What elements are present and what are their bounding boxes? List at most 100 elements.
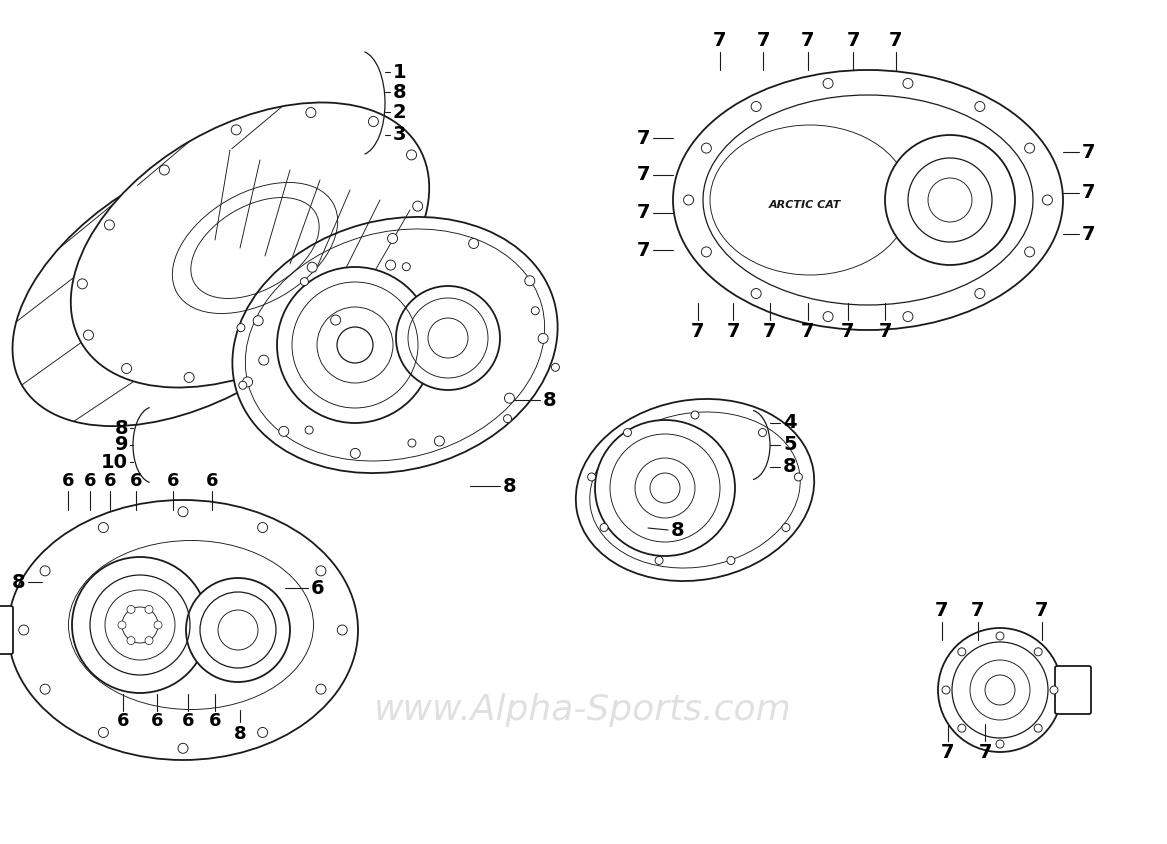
Ellipse shape	[673, 70, 1063, 330]
Text: 10: 10	[102, 452, 128, 472]
Circle shape	[600, 523, 608, 532]
Text: 7: 7	[978, 743, 992, 762]
Circle shape	[655, 556, 663, 565]
Circle shape	[127, 636, 135, 645]
Circle shape	[277, 267, 433, 423]
Circle shape	[942, 686, 950, 694]
Text: 7: 7	[1082, 225, 1096, 244]
Circle shape	[701, 247, 712, 257]
Circle shape	[408, 439, 415, 447]
Circle shape	[903, 78, 913, 89]
Circle shape	[145, 605, 153, 614]
Circle shape	[623, 429, 631, 436]
Text: 6: 6	[205, 472, 218, 490]
Text: 3: 3	[393, 126, 406, 144]
Circle shape	[531, 306, 539, 315]
Circle shape	[1034, 648, 1042, 656]
Circle shape	[1025, 247, 1035, 257]
Circle shape	[1042, 195, 1053, 205]
Text: 6: 6	[310, 578, 324, 598]
Circle shape	[184, 372, 194, 382]
Circle shape	[1034, 724, 1042, 733]
Circle shape	[40, 565, 50, 576]
Circle shape	[1025, 143, 1035, 153]
Circle shape	[259, 355, 268, 365]
Text: 8: 8	[114, 419, 128, 437]
Text: 7: 7	[802, 322, 815, 341]
Text: 8: 8	[783, 457, 797, 477]
Ellipse shape	[71, 102, 429, 387]
Text: 7: 7	[1082, 143, 1096, 161]
Circle shape	[525, 276, 534, 286]
Text: 7: 7	[636, 165, 650, 185]
Circle shape	[727, 556, 735, 565]
Circle shape	[552, 363, 559, 371]
Circle shape	[403, 262, 411, 271]
Circle shape	[970, 660, 1030, 720]
Text: 6: 6	[84, 472, 96, 490]
Circle shape	[179, 744, 188, 754]
Circle shape	[385, 260, 396, 270]
Circle shape	[337, 327, 373, 363]
Circle shape	[179, 506, 188, 517]
Text: 8: 8	[503, 477, 517, 495]
Circle shape	[1050, 686, 1058, 694]
Text: 7: 7	[889, 31, 903, 50]
Circle shape	[684, 195, 693, 205]
Text: 6: 6	[62, 472, 75, 490]
Circle shape	[258, 522, 267, 533]
Circle shape	[330, 315, 341, 325]
Circle shape	[691, 411, 699, 419]
Text: 2: 2	[393, 102, 406, 122]
Circle shape	[406, 150, 417, 160]
Circle shape	[588, 473, 595, 481]
Circle shape	[72, 557, 208, 693]
Circle shape	[885, 135, 1015, 265]
Text: 7: 7	[636, 128, 650, 148]
Circle shape	[98, 522, 109, 533]
Text: 8: 8	[393, 83, 406, 101]
Circle shape	[387, 234, 398, 243]
Text: 7: 7	[636, 241, 650, 259]
Circle shape	[40, 684, 50, 694]
Circle shape	[469, 239, 478, 248]
Circle shape	[823, 311, 833, 322]
Text: 6: 6	[117, 712, 130, 730]
Circle shape	[350, 448, 361, 458]
Text: 6: 6	[182, 712, 194, 730]
Text: 7: 7	[1035, 601, 1049, 620]
Text: 4: 4	[783, 414, 797, 432]
Circle shape	[974, 289, 985, 299]
Text: 7: 7	[935, 601, 949, 620]
Circle shape	[186, 578, 291, 682]
Text: 7: 7	[636, 203, 650, 223]
Circle shape	[243, 377, 252, 387]
Circle shape	[127, 605, 135, 614]
Text: 7: 7	[841, 322, 854, 341]
Text: ARCTIC CAT: ARCTIC CAT	[769, 200, 841, 210]
Circle shape	[903, 311, 913, 322]
Text: 7: 7	[726, 322, 740, 341]
Text: 7: 7	[802, 31, 815, 50]
Circle shape	[369, 116, 378, 127]
Text: 9: 9	[114, 436, 128, 455]
Circle shape	[752, 289, 761, 299]
FancyBboxPatch shape	[1055, 666, 1091, 714]
Text: 6: 6	[167, 472, 180, 490]
Circle shape	[98, 728, 109, 738]
Text: 7: 7	[713, 31, 727, 50]
Ellipse shape	[232, 217, 558, 473]
Text: 5: 5	[783, 436, 797, 455]
Circle shape	[701, 143, 712, 153]
Circle shape	[974, 101, 985, 111]
Text: 7: 7	[1082, 183, 1096, 203]
Text: 7: 7	[942, 743, 955, 762]
Circle shape	[118, 621, 126, 629]
Circle shape	[995, 632, 1004, 640]
Circle shape	[300, 278, 308, 285]
Circle shape	[305, 426, 313, 434]
Circle shape	[306, 107, 316, 117]
Circle shape	[995, 740, 1004, 748]
Text: 7: 7	[846, 31, 860, 50]
Circle shape	[154, 621, 162, 629]
